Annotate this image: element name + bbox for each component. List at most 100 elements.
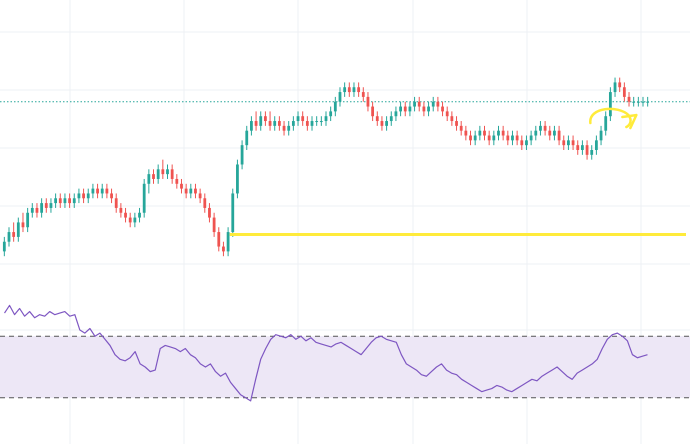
candle: [506, 130, 510, 146]
candle: [357, 82, 361, 97]
candle: [641, 96, 645, 107]
candle-body: [147, 174, 151, 184]
candle: [254, 111, 258, 131]
candle-body: [184, 188, 188, 194]
candle: [156, 164, 160, 184]
candle-body: [212, 217, 216, 233]
candle: [343, 82, 347, 97]
candle: [305, 116, 309, 131]
candle: [594, 135, 598, 155]
candle-body: [305, 121, 309, 126]
candle: [291, 116, 295, 131]
candle-body: [236, 164, 239, 194]
candle-body: [35, 207, 39, 213]
candle: [627, 92, 631, 107]
candle-body: [492, 135, 496, 141]
candle: [478, 125, 482, 141]
candle: [91, 183, 95, 199]
candle: [585, 140, 589, 160]
candle: [133, 212, 137, 228]
candle-body: [394, 111, 398, 117]
candle-body: [371, 106, 375, 117]
candle-body: [301, 116, 305, 122]
candle-body: [422, 106, 426, 112]
candle-body: [464, 130, 468, 136]
candle-body: [469, 135, 472, 141]
candle-body: [240, 145, 244, 165]
candle: [110, 188, 113, 204]
candle-body: [40, 203, 44, 213]
candle: [408, 101, 412, 117]
candle: [217, 227, 221, 252]
candle-body: [91, 188, 95, 194]
candle: [250, 116, 253, 136]
candle-body: [483, 130, 486, 136]
candle: [562, 135, 566, 150]
candle: [26, 207, 30, 233]
candle: [310, 116, 314, 131]
candle-body: [641, 101, 645, 103]
candle: [212, 212, 216, 237]
candle: [366, 92, 370, 112]
candle-body: [534, 130, 538, 136]
candle: [119, 203, 123, 218]
candle: [622, 82, 626, 102]
candle: [282, 121, 286, 136]
candle: [581, 140, 584, 155]
candle-body: [608, 92, 612, 117]
candle-body: [567, 140, 570, 146]
candle-body: [576, 145, 580, 150]
candle: [198, 188, 202, 204]
candle-body: [324, 116, 328, 122]
candle-body: [487, 135, 491, 141]
candle: [7, 227, 11, 247]
candle-body: [268, 121, 272, 126]
candle-body: [170, 169, 174, 179]
candle: [333, 96, 337, 117]
candle-body: [599, 130, 603, 141]
candle: [529, 130, 533, 146]
candle: [604, 111, 608, 136]
candle-body: [329, 111, 333, 117]
candle: [445, 106, 449, 122]
candle-body: [515, 135, 519, 141]
candle: [483, 125, 486, 141]
candle: [35, 203, 39, 218]
candle: [394, 106, 398, 122]
candle-body: [287, 125, 291, 131]
candle-body: [226, 232, 230, 252]
candle-body: [366, 96, 370, 107]
candle: [268, 111, 272, 131]
candle-body: [82, 193, 85, 199]
candle-body: [315, 121, 319, 123]
candle: [329, 106, 333, 122]
candle: [166, 164, 169, 179]
candle: [12, 222, 16, 242]
candle: [40, 198, 44, 218]
candle-body: [114, 198, 118, 208]
candle-body: [501, 130, 505, 136]
candle-body: [562, 140, 566, 146]
candle: [324, 111, 328, 126]
candle-body: [520, 140, 524, 146]
rsi-band: [0, 335, 690, 399]
candle-body: [529, 135, 533, 141]
candle-body: [133, 217, 137, 223]
candle: [427, 101, 430, 117]
candle-body: [431, 101, 435, 107]
candle: [590, 145, 594, 160]
candle-body: [310, 121, 314, 126]
candle-body: [156, 169, 160, 179]
candle: [208, 203, 211, 223]
candle-body: [44, 203, 48, 208]
candle: [422, 101, 426, 117]
candle: [469, 130, 472, 146]
curved-arrow-head: [621, 113, 638, 130]
rsi-line: [4, 304, 648, 402]
candle-body: [245, 130, 249, 146]
candle: [287, 121, 291, 136]
candle-body: [222, 246, 225, 252]
candle-body: [417, 101, 421, 107]
candle-body: [194, 188, 197, 194]
